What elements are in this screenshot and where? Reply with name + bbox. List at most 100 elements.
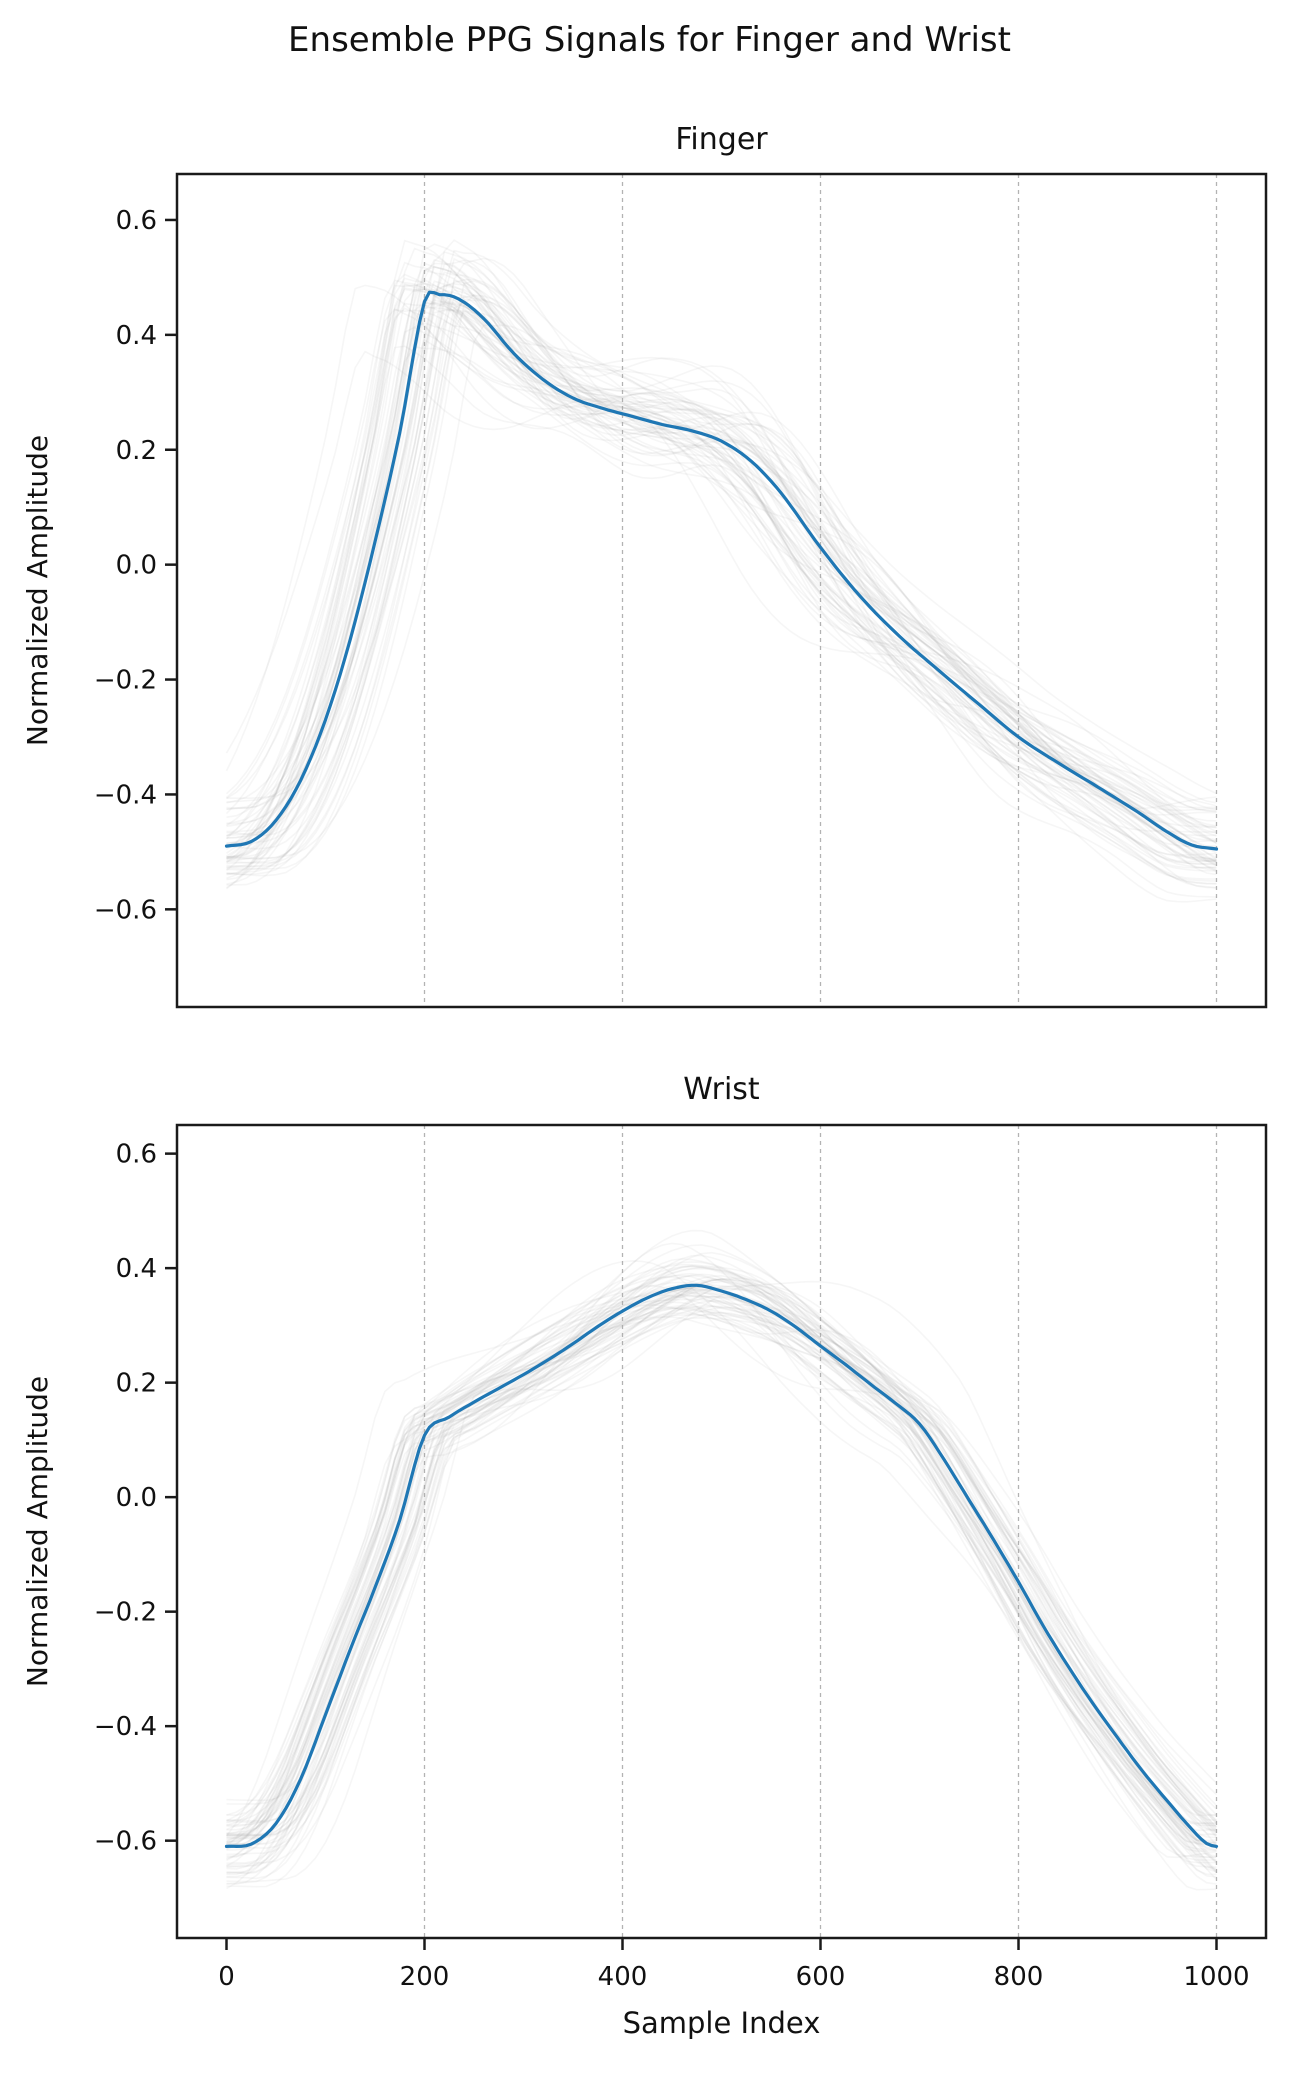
ensemble-line <box>226 1285 1218 1824</box>
ensemble-line <box>226 271 1217 834</box>
ensemble-line <box>226 1316 1217 1828</box>
mean-line <box>224 1283 1219 1849</box>
y-tick-label: 0.6 <box>116 1140 157 1170</box>
ensemble-line <box>226 1261 1218 1826</box>
y-tick-label: 0.0 <box>116 551 157 581</box>
ensemble-line <box>225 1260 1217 1858</box>
ensemble-line <box>226 269 1217 850</box>
ensemble-line <box>226 1316 1217 1817</box>
ensemble-line <box>226 1306 1218 1836</box>
subplot-wrist: 0.6 0.4 0.2 0.0 −0.2 −0.4 −0.6 0 200 400 600 800 100… <box>94 1123 1268 1992</box>
y-tick-label: 0.6 <box>116 206 157 236</box>
ensemble-line <box>226 1295 1217 1827</box>
ensemble-line <box>226 298 1217 860</box>
ensemble-line <box>226 1298 1217 1834</box>
ensemble-line <box>226 297 1217 862</box>
ensemble-line <box>226 261 1217 898</box>
ensemble-line <box>226 277 1217 848</box>
ensemble-line <box>226 308 1217 804</box>
ensemble-line <box>226 1280 1218 1888</box>
ensemble-line <box>226 1273 1218 1837</box>
ensemble-line <box>226 1306 1217 1844</box>
ensemble-line <box>226 1287 1217 1843</box>
y-tick-label: −0.4 <box>94 1712 157 1742</box>
ensemble-line <box>226 1305 1218 1840</box>
ensemble-line <box>226 1266 1218 1845</box>
ensemble-line <box>226 320 1217 829</box>
ensemble-line <box>226 288 1217 844</box>
x-tick-label: 800 <box>994 1962 1044 1992</box>
y-tick-label: 0.2 <box>116 1369 157 1399</box>
ensemble-line <box>226 257 1217 865</box>
ensemble-line <box>226 293 1217 870</box>
ensemble-line <box>226 1294 1217 1839</box>
ensemble-line <box>226 1294 1217 1851</box>
ensemble-line <box>226 1281 1217 1868</box>
ensemble-line <box>226 1284 1218 1836</box>
ensemble-line <box>226 239 1217 871</box>
ensemble-line <box>226 345 1217 837</box>
ensemble-line <box>226 249 1217 868</box>
axes-frame <box>175 172 1268 1009</box>
ensemble-line <box>225 350 1217 810</box>
ensemble-line <box>226 1265 1217 1876</box>
ensemble-line <box>226 1286 1217 1861</box>
y-tick-label: −0.4 <box>94 780 157 810</box>
ensemble-line <box>226 1272 1217 1847</box>
subplot-title-wrist: Wrist <box>683 1072 760 1107</box>
ensemble-line <box>226 1295 1218 1823</box>
y-tick-label: −0.2 <box>94 1598 157 1628</box>
y-tick-label: −0.6 <box>94 895 157 925</box>
ensemble-lines <box>225 239 1217 903</box>
ensemble-line <box>226 302 1217 860</box>
ensemble-line <box>226 1265 1217 1844</box>
ensemble-line <box>226 1267 1218 1856</box>
x-axis-label: Sample Index <box>622 2006 821 2040</box>
ensemble-line <box>226 1264 1217 1831</box>
ensemble-line <box>226 1287 1217 1864</box>
ensemble-line <box>226 1312 1218 1866</box>
ensemble-line <box>226 1306 1217 1825</box>
ensemble-line <box>226 287 1217 872</box>
ensemble-line <box>226 288 1217 880</box>
ensemble-line <box>226 1251 1218 1885</box>
y-tick-label: −0.2 <box>94 666 157 696</box>
ensemble-line <box>225 1304 1217 1859</box>
ensemble-line <box>226 283 1217 827</box>
ensemble-line <box>225 308 1217 816</box>
ensemble-line <box>225 284 1217 856</box>
ensemble-line <box>225 284 1217 833</box>
ensemble-line <box>226 1314 1217 1845</box>
ensemble-line <box>226 247 1217 885</box>
ensemble-line <box>226 283 1217 863</box>
y-tick-label: 0.4 <box>116 1254 157 1284</box>
ensemble-lines <box>225 1229 1218 1891</box>
ensemble-line <box>226 278 1217 849</box>
ensemble-line <box>226 251 1217 864</box>
ensemble-line <box>225 288 1217 903</box>
ensemble-line <box>225 273 1217 882</box>
ensemble-line <box>226 1278 1217 1875</box>
ensemble-line <box>226 280 1217 877</box>
ensemble-line <box>226 239 1217 865</box>
ensemble-line <box>226 243 1217 863</box>
ensemble-line <box>226 1278 1218 1845</box>
ensemble-line <box>226 1274 1218 1802</box>
ensemble-line <box>226 1288 1217 1817</box>
y-tick-label: −0.6 <box>94 1827 157 1857</box>
ensemble-line <box>226 309 1217 812</box>
ensemble-line <box>226 307 1217 809</box>
ensemble-line <box>226 282 1217 869</box>
x-gridlines <box>423 1125 1218 1938</box>
ensemble-line <box>226 1292 1217 1870</box>
ensemble-line <box>226 301 1217 849</box>
ensemble-line <box>226 301 1217 850</box>
mean-line <box>224 290 1219 851</box>
ensemble-line <box>226 1276 1217 1825</box>
x-tick-label: 400 <box>598 1962 648 1992</box>
ensemble-line <box>226 1288 1217 1842</box>
subplot-finger: 0.6 0.4 0.2 0.0 −0.2 −0.4 −0.6 <box>94 172 1268 1009</box>
x-axis-ticks: 0 200 400 600 800 1000 <box>218 1938 1250 1992</box>
ensemble-line <box>225 308 1217 829</box>
